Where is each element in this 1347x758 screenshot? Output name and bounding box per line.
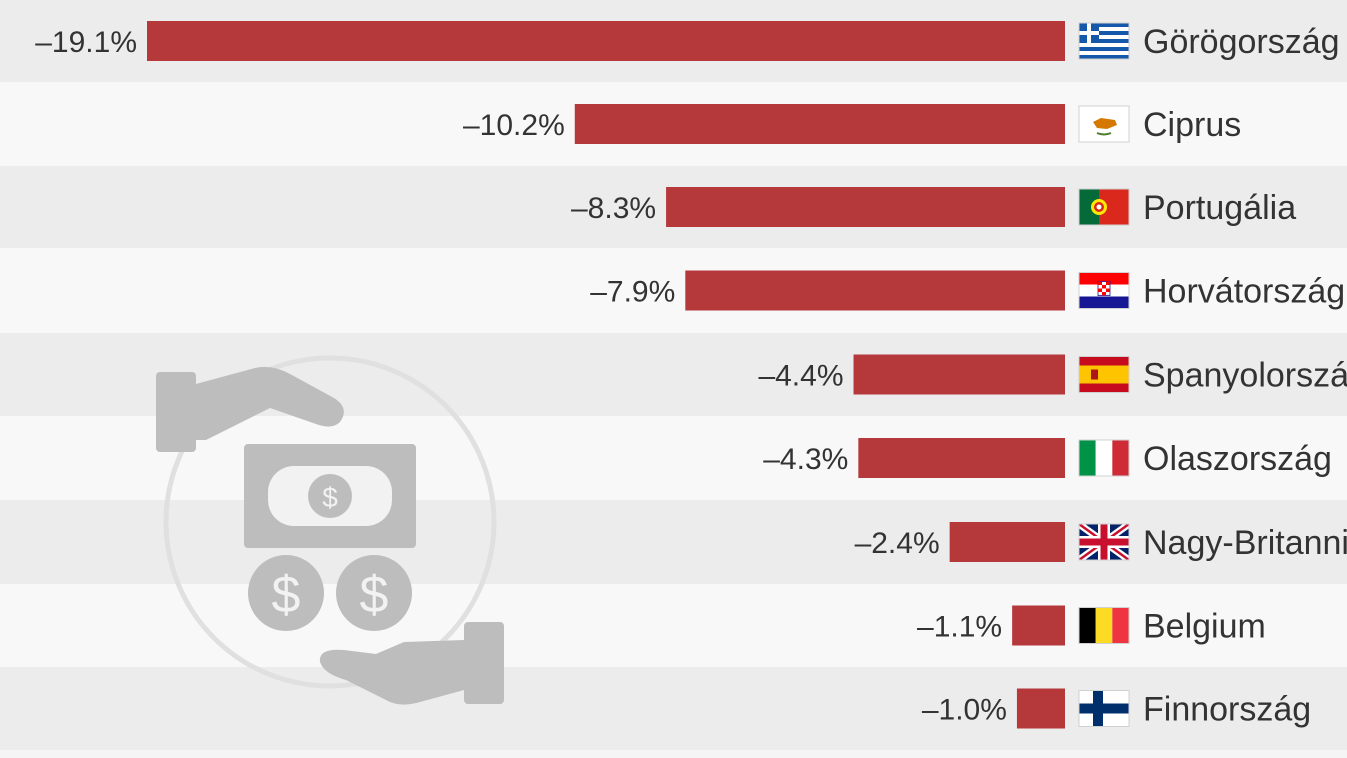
bar-series	[147, 21, 1065, 729]
country-flags	[1078, 22, 1130, 727]
svg-text:$: $	[322, 482, 338, 513]
bar	[685, 270, 1065, 311]
value-label: –7.9%	[590, 276, 675, 309]
italy-flag-icon	[1078, 439, 1130, 477]
category-label: Ciprus	[1143, 106, 1241, 144]
belgium-flag-icon	[1078, 607, 1130, 644]
bar	[853, 354, 1065, 395]
svg-text:$: $	[272, 566, 301, 624]
croatia-flag-icon	[1078, 272, 1130, 309]
category-label: Belgium	[1143, 608, 1266, 646]
value-label: –4.3%	[763, 443, 848, 476]
greece-flag-icon	[1078, 22, 1130, 60]
value-label: –2.4%	[855, 527, 940, 560]
cyprus-flag-icon	[1078, 105, 1130, 143]
bar	[1012, 605, 1065, 646]
category-label: Görögország	[1143, 23, 1340, 61]
bar	[949, 522, 1065, 562]
bar	[574, 104, 1065, 144]
value-labels: –19.1% –10.2% –8.3% –7.9% –4.4% –4.3% –2.4% –1.…	[35, 26, 1007, 727]
category-label: Horvátország	[1143, 273, 1345, 311]
category-label: Olaszország	[1143, 440, 1332, 478]
value-label: –1.1%	[917, 611, 1002, 644]
value-label: –1.0%	[922, 694, 1007, 727]
value-label: –10.2%	[463, 109, 565, 142]
money-exchange-hands-icon: $ $ $	[156, 355, 504, 705]
value-label: –4.4%	[758, 360, 843, 393]
spain-flag-icon	[1078, 356, 1130, 393]
category-label: Finnország	[1143, 691, 1311, 729]
bar	[666, 187, 1065, 227]
value-label: –19.1%	[35, 26, 137, 59]
category-label: Nagy-Britannia	[1143, 524, 1347, 562]
category-label: Spanyolország	[1143, 357, 1347, 395]
value-label: –8.3%	[571, 192, 656, 225]
bar	[1016, 688, 1065, 729]
svg-text:$: $	[360, 566, 389, 624]
bar	[858, 438, 1065, 478]
portugal-flag-icon	[1078, 188, 1130, 226]
category-label: Portugália	[1143, 189, 1296, 227]
category-labels: Görögország Ciprus Portugália Horvátország S…	[1143, 23, 1347, 729]
uk-flag-icon	[1078, 523, 1130, 561]
bar	[147, 21, 1065, 61]
finland-flag-icon	[1078, 690, 1130, 727]
